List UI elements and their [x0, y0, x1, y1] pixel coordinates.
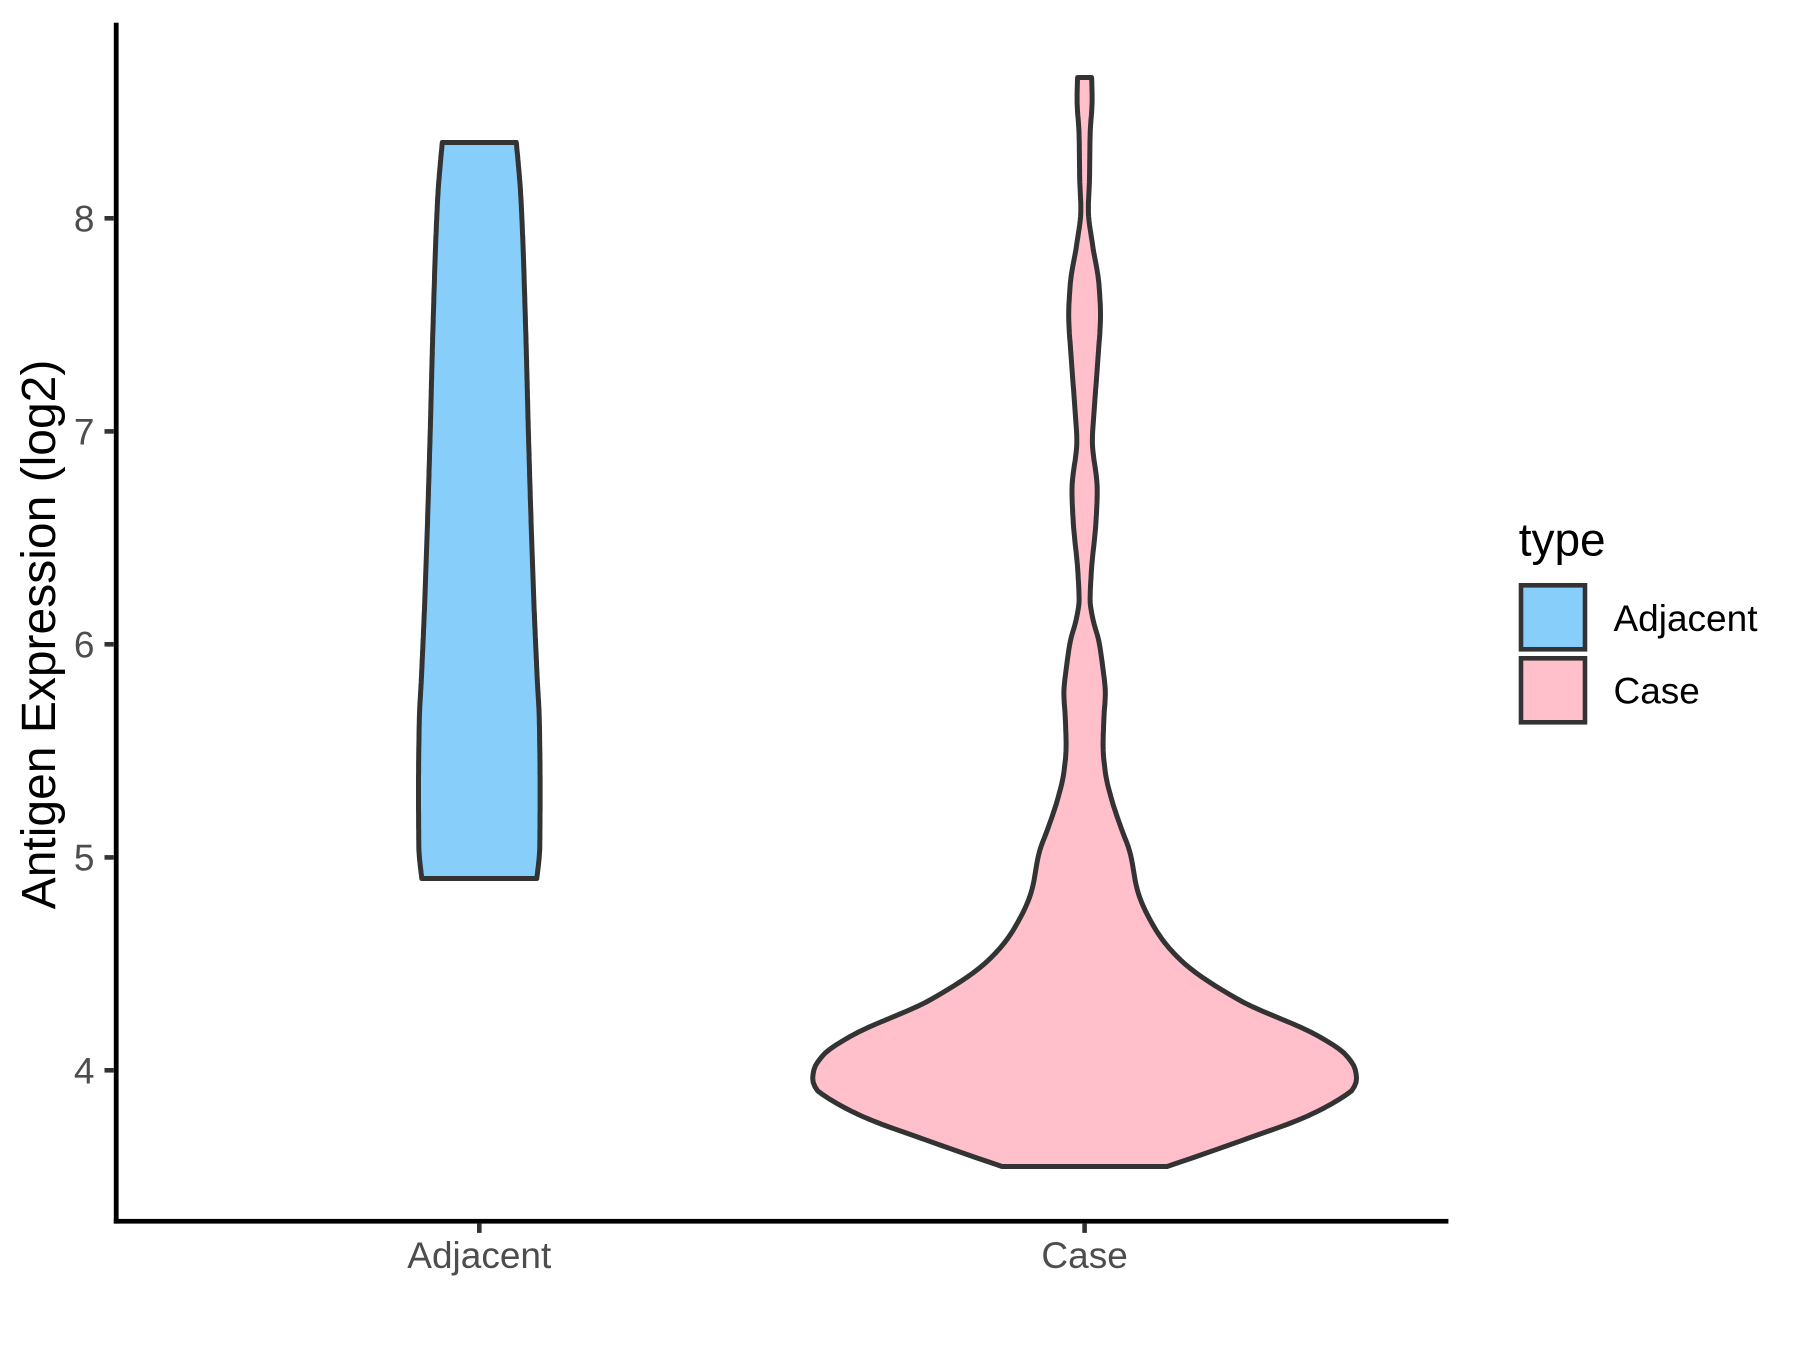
svg-text:8: 8 [74, 199, 95, 240]
svg-text:Adjacent: Adjacent [407, 1235, 552, 1276]
svg-text:type: type [1519, 514, 1606, 566]
svg-text:Adjacent: Adjacent [1614, 598, 1759, 639]
svg-text:5: 5 [74, 838, 95, 879]
svg-text:Antigen Expression (log2): Antigen Expression (log2) [13, 360, 66, 910]
svg-text:6: 6 [74, 625, 95, 666]
svg-text:4: 4 [74, 1051, 95, 1092]
svg-text:Case: Case [1614, 670, 1700, 711]
svg-text:7: 7 [74, 412, 95, 453]
svg-text:Case: Case [1041, 1235, 1127, 1276]
